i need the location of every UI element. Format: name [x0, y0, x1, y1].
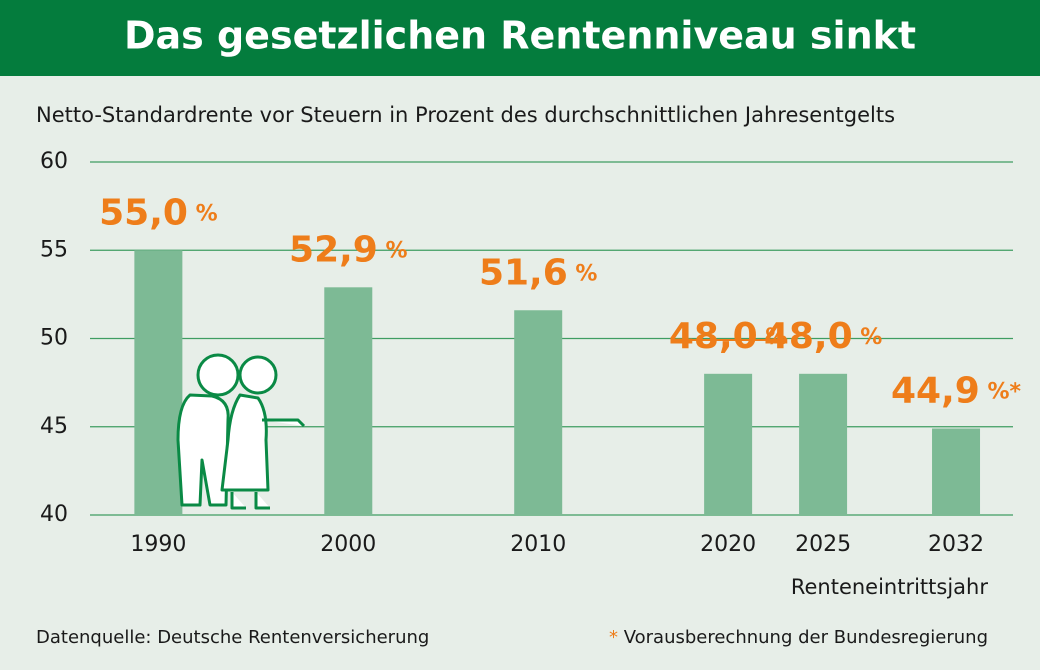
x-tick-label: 2000 [320, 532, 376, 557]
y-tick-label: 40 [40, 502, 68, 527]
y-tick-label: 45 [40, 414, 68, 439]
bar [134, 250, 183, 515]
value-label: 51,6 % [479, 252, 598, 293]
title-bar [0, 0, 1040, 76]
bar [932, 428, 981, 515]
illustration [176, 353, 306, 510]
bar [514, 310, 563, 515]
x-tick-label: 2032 [928, 532, 984, 557]
y-tick-label: 55 [40, 237, 68, 262]
chart-title: Das gesetzlichen Rentenniveau sinkt [124, 14, 916, 58]
value-label: 48,0 % [669, 316, 788, 357]
bar [704, 373, 753, 515]
value-label: 52,9 % [289, 229, 408, 270]
y-tick-label: 60 [40, 149, 68, 174]
y-tick-label: 50 [40, 326, 68, 351]
value-label: 44,9 %* [891, 371, 1022, 412]
footnote: * Vorausberechnung der Bundesregierung [609, 627, 988, 648]
x-tick-label: 1990 [130, 532, 186, 557]
x-tick-label: 2025 [795, 532, 851, 557]
x-tick-label: 2020 [700, 532, 756, 557]
value-label: 48,0 % [764, 316, 883, 357]
source: Datenquelle: Deutsche Rentenversicherung [36, 627, 429, 648]
bar [799, 373, 848, 515]
plot: 40 45 50 55 60 1990 2000 2010 2020 2025 2032 55,0 %… [40, 149, 1022, 557]
value-label: 55,0 % [99, 192, 218, 233]
chart-subtitle: Netto-Standardrente vor Steuern in Proze… [36, 103, 895, 127]
x-tick-label: 2010 [510, 532, 566, 557]
x-axis-label: Renteneintrittsjahr [791, 575, 989, 599]
bar [324, 287, 373, 515]
